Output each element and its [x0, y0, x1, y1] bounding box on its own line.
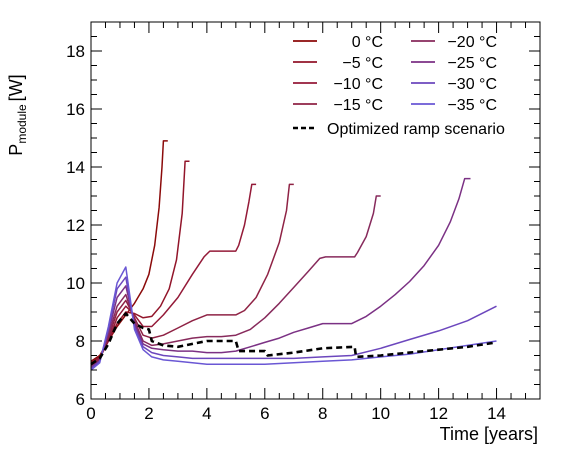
legend-label: −15 °C: [333, 97, 383, 114]
axis-ticks: [90, 21, 540, 400]
y-axis-title-main: P: [6, 144, 26, 156]
x-tick-label: 2: [144, 404, 153, 423]
x-tick-label: 8: [318, 404, 327, 423]
y-tick-label: 18: [66, 42, 85, 61]
legend-label: −10 °C: [333, 76, 383, 93]
y-tick-label: 14: [66, 158, 85, 177]
x-tick-label: 6: [260, 404, 269, 423]
y-tick-label: 12: [66, 216, 85, 235]
legend-label: −20 °C: [447, 34, 497, 51]
y-axis-title-sub: module: [15, 104, 29, 144]
series-line-minus-10-c: [90, 183, 257, 365]
y-axis-title: Pmodule [W]: [6, 74, 29, 155]
legend-label: −30 °C: [447, 76, 497, 93]
y-tick-label: 10: [66, 274, 85, 293]
y-axis-title-unit: [W]: [6, 74, 26, 101]
tick-labels: 0 2 4 6 8 10 12 14 6 8 10 12 14 16 18: [66, 42, 506, 423]
x-tick-label: 0: [86, 404, 95, 423]
x-tick-label: 10: [371, 404, 390, 423]
legend-label: Optimized ramp scenario: [327, 121, 505, 138]
legend: 0 °C −5 °C −10 °C −15 °C −20 °C −25 °C −30 °C −…: [293, 34, 505, 138]
legend-label: −5 °C: [342, 55, 383, 72]
y-tick-label: 8: [76, 332, 85, 351]
legend-label: −25 °C: [447, 55, 497, 72]
series-line-optimized-ramp-scenario: [90, 312, 497, 366]
x-tick-label: 4: [202, 404, 211, 423]
y-tick-label: 16: [66, 100, 85, 119]
series-line-minus-15-c: [90, 183, 294, 367]
series-line-minus-20-c: [90, 195, 381, 368]
series-lines: [90, 140, 497, 371]
legend-label: −35 °C: [447, 97, 497, 114]
y-tick-label: 6: [76, 390, 85, 409]
x-tick-label: 14: [487, 404, 506, 423]
x-tick-label: 12: [429, 404, 448, 423]
series-line-minus-30-c: [90, 276, 497, 370]
legend-label: 0 °C: [352, 34, 383, 51]
x-axis-title: Time [years]: [440, 424, 538, 444]
series-line-minus-35-c: [90, 266, 497, 371]
